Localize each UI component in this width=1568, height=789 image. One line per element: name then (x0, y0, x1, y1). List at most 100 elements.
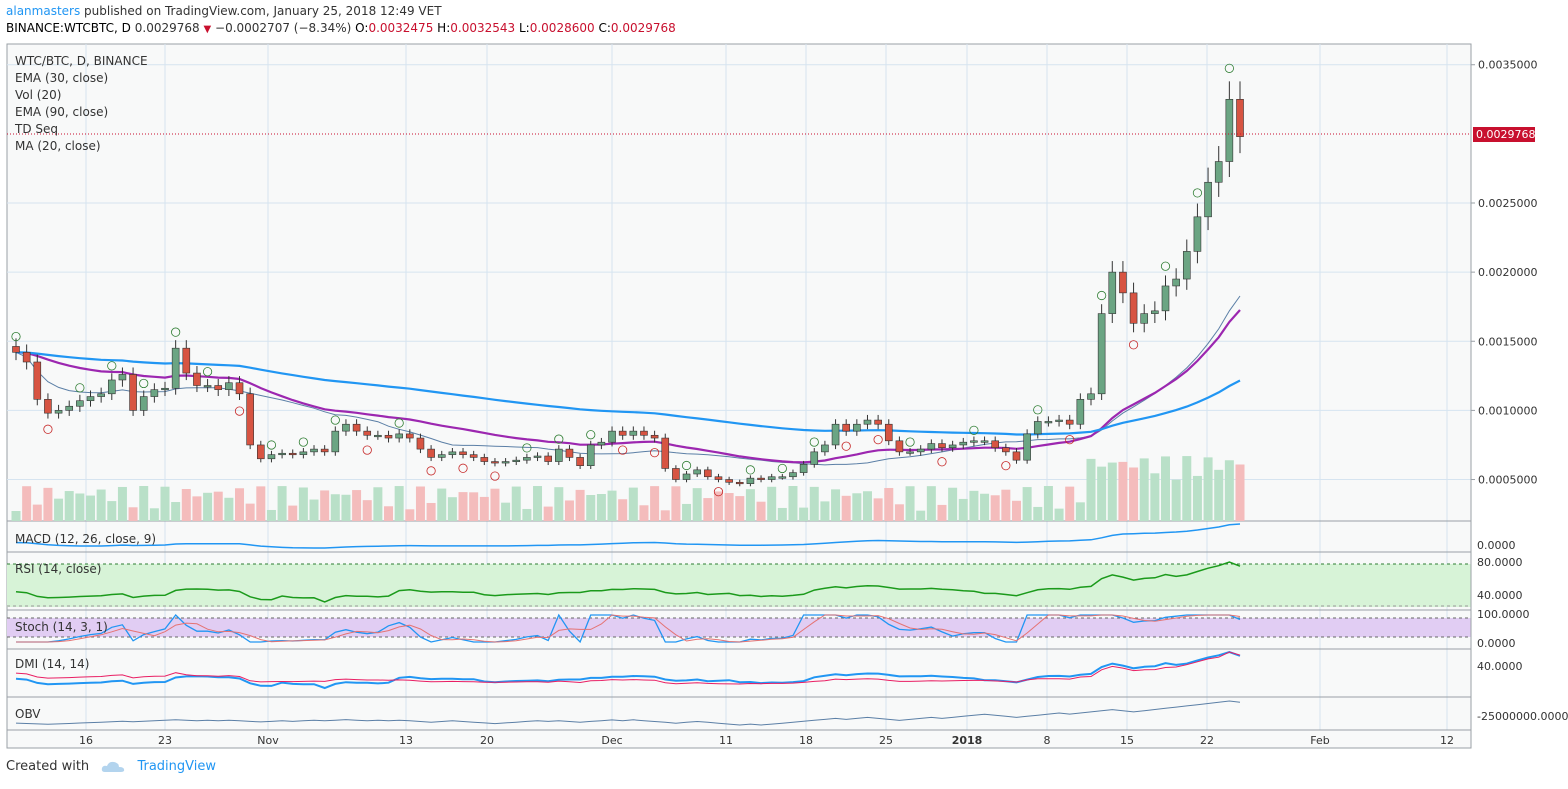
volume-bar (64, 491, 74, 521)
candle-body (1204, 181, 1212, 218)
volume-bar (149, 508, 159, 521)
volume-bar (533, 486, 543, 521)
candle-body (448, 451, 457, 455)
stoch-tick-100: 100.0000 (1477, 608, 1530, 621)
volume-bar (1097, 466, 1107, 521)
volume-bar (1160, 456, 1170, 521)
volume-bar (937, 504, 947, 521)
td-count-marker (490, 471, 500, 481)
candle-body (97, 393, 105, 397)
volume-bar (203, 492, 213, 521)
volume-bar (128, 507, 138, 521)
volume-bar (703, 498, 713, 521)
volume-bar (1139, 458, 1149, 521)
candle-body (735, 481, 744, 485)
volume-bar (682, 503, 692, 521)
legend-td-seq: TD Seq (14, 122, 58, 136)
created-with-text: Created with (6, 759, 90, 774)
td-count-marker (1192, 188, 1203, 198)
candle-body (139, 396, 148, 411)
candle-body (182, 347, 191, 374)
time-tick-label: 18 (799, 734, 813, 747)
candle-body (778, 476, 787, 479)
volume-bar (586, 495, 596, 521)
volume-bar (373, 487, 383, 521)
volume-bar (160, 486, 170, 521)
td-count-marker (969, 425, 979, 435)
candle-body (938, 443, 946, 449)
legend-volume: Vol (20) (15, 88, 61, 102)
candle-body (491, 461, 499, 464)
price-tick-label: 0.0035000 (1478, 59, 1538, 72)
candle-body (523, 457, 531, 461)
candle-body (352, 423, 361, 432)
td-count-marker (873, 435, 883, 445)
candle-body (831, 423, 840, 446)
volume-bar (458, 492, 468, 521)
volume-bar (1001, 489, 1011, 521)
volume-bar (235, 488, 245, 521)
td-count-marker (777, 463, 787, 474)
volume-bar (479, 496, 489, 521)
volume-bar (1043, 486, 1053, 521)
volume-bar (213, 491, 223, 521)
candle-body (618, 430, 627, 436)
time-tick-label: 16 (79, 734, 93, 747)
author-link[interactable]: alanmasters (6, 4, 81, 18)
candle-body (608, 430, 616, 443)
volume-bar (852, 493, 862, 521)
time-tick-label: 15 (1120, 734, 1134, 747)
candle-body (895, 440, 904, 453)
candle-body (310, 448, 318, 453)
candle-body (22, 352, 31, 363)
candle-body (1087, 393, 1095, 400)
volume-bar (384, 506, 394, 521)
time-tick-label: 2018 (952, 734, 983, 747)
time-tick-label: 13 (399, 734, 413, 747)
td-count-marker (107, 361, 117, 371)
volume-bar (43, 487, 53, 521)
candle-body (193, 372, 201, 386)
candle-body (1193, 216, 1202, 252)
high-value: 0.0032543 (450, 21, 516, 35)
td-count-marker (1065, 435, 1075, 445)
volume-bar (426, 502, 436, 521)
pane-ticks: 0.0000 80.0000 40.0000 100.0000 0.0000 4… (1477, 539, 1568, 723)
volume-bar (171, 502, 181, 521)
volume-bar (75, 493, 85, 521)
td-count-marker (394, 418, 404, 428)
candle-body (256, 444, 265, 460)
td-count-marker (1160, 261, 1171, 271)
obv-title: OBV (15, 707, 41, 721)
candle-body (555, 448, 563, 462)
candle-body (1225, 99, 1234, 162)
candle-body (533, 455, 542, 458)
candle-body (299, 451, 308, 455)
volume-bar (447, 497, 457, 521)
ema30-line (15, 309, 1241, 464)
volume-bar (990, 495, 1000, 521)
volume-bar (256, 486, 266, 521)
td-count-marker (1224, 63, 1234, 73)
rsi-band (7, 564, 1471, 607)
volume-bar (1075, 502, 1085, 521)
candle-body (384, 434, 393, 439)
time-tick-label: 12 (1440, 734, 1454, 747)
candle-body (980, 440, 989, 443)
candle-body (288, 452, 297, 456)
macd-line (15, 523, 1241, 549)
candle-body (1129, 292, 1138, 324)
tradingview-link[interactable]: TradingView (137, 759, 216, 774)
time-tick-label: 11 (719, 734, 733, 747)
volume-bar (511, 486, 521, 521)
volume-bar (1171, 479, 1181, 521)
volume-bar (341, 494, 351, 521)
volume-bar (873, 498, 883, 521)
volume-bar (980, 493, 990, 521)
candle-body (821, 444, 829, 453)
td-count-marker (554, 434, 564, 444)
stoch-title: Stoch (14, 3, 1) (15, 620, 108, 634)
candle-body (853, 423, 861, 432)
